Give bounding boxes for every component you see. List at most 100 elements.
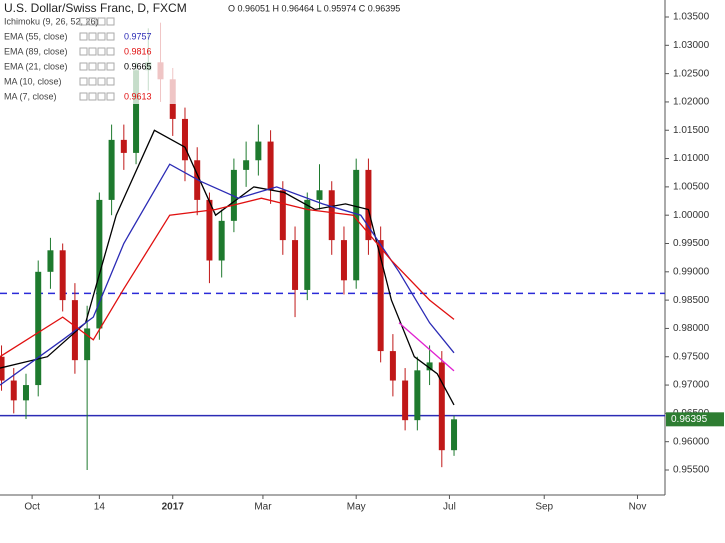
chart-title: U.S. Dollar/Swiss Franc, D, FXCM bbox=[4, 1, 187, 15]
indicator-value: 0.9665 bbox=[124, 61, 152, 71]
candle-body bbox=[0, 356, 5, 381]
y-tick-label: 0.96000 bbox=[673, 436, 710, 447]
indicator-button bbox=[88, 47, 97, 56]
indicator-line bbox=[0, 197, 455, 358]
indicator-button bbox=[106, 77, 115, 86]
indicator-button bbox=[88, 62, 97, 71]
candle-body bbox=[35, 271, 42, 386]
x-tick-label: Jul bbox=[443, 502, 456, 513]
y-tick-label: 1.00500 bbox=[673, 182, 710, 193]
indicator-name: EMA (21, close) bbox=[4, 61, 68, 71]
legend-backdrop bbox=[0, 0, 300, 104]
candle-body bbox=[267, 141, 274, 191]
indicator-line bbox=[0, 163, 455, 386]
indicator-button bbox=[97, 77, 106, 86]
indicator-button bbox=[97, 17, 106, 26]
candle-body bbox=[59, 250, 66, 301]
indicator-button bbox=[79, 62, 88, 71]
y-tick-label: 1.02500 bbox=[673, 68, 710, 79]
indicator-value: 0.9757 bbox=[124, 31, 152, 41]
indicator-value: 0.9816 bbox=[124, 46, 152, 56]
candle-body bbox=[47, 250, 54, 272]
indicator-button bbox=[88, 92, 97, 101]
indicator-button bbox=[79, 32, 88, 41]
indicator-button bbox=[106, 62, 115, 71]
candle-body bbox=[402, 380, 409, 421]
y-tick-label: 0.95500 bbox=[673, 465, 710, 476]
candle-body bbox=[328, 190, 335, 241]
candle-body bbox=[353, 169, 360, 281]
y-tick-label: 0.98000 bbox=[673, 323, 710, 334]
candle-body bbox=[414, 370, 421, 421]
candle-body bbox=[377, 240, 384, 352]
indicator-button bbox=[106, 32, 115, 41]
candle-body bbox=[206, 199, 213, 261]
y-tick-label: 0.99500 bbox=[673, 238, 710, 249]
y-tick-label: 0.97000 bbox=[673, 380, 710, 391]
candle-body bbox=[304, 199, 311, 290]
indicator-button bbox=[88, 32, 97, 41]
candle-body bbox=[365, 169, 372, 241]
indicator-button bbox=[79, 47, 88, 56]
x-tick-label: Nov bbox=[629, 502, 647, 513]
x-tick-label: 14 bbox=[94, 502, 106, 513]
indicator-value: 0.9613 bbox=[124, 91, 152, 101]
x-tick-label: Mar bbox=[254, 502, 272, 513]
candle-body bbox=[120, 139, 127, 153]
last-price-label: 0.96395 bbox=[671, 414, 708, 425]
indicator-button bbox=[106, 17, 115, 26]
y-tick-label: 1.01500 bbox=[673, 125, 710, 136]
y-tick-label: 0.98500 bbox=[673, 295, 710, 306]
indicator-name: EMA (89, close) bbox=[4, 46, 68, 56]
x-tick-label: 2017 bbox=[162, 502, 185, 513]
y-tick-label: 1.03500 bbox=[673, 12, 710, 23]
indicator-button bbox=[97, 92, 106, 101]
candle-body bbox=[292, 240, 299, 290]
candle-body bbox=[279, 190, 286, 241]
candle-body bbox=[84, 328, 91, 361]
indicator-button bbox=[79, 92, 88, 101]
indicator-button bbox=[97, 62, 106, 71]
indicator-line bbox=[398, 322, 455, 372]
x-tick-label: Sep bbox=[535, 502, 553, 513]
candle-body bbox=[438, 362, 445, 451]
indicator-name: MA (10, close) bbox=[4, 76, 62, 86]
candle-body bbox=[96, 199, 103, 329]
indicator-name: MA (7, close) bbox=[4, 91, 57, 101]
candle-body bbox=[133, 70, 140, 153]
x-tick-label: Oct bbox=[24, 502, 40, 513]
overlay: U.S. Dollar/Swiss Franc, D, FXCM O 0.960… bbox=[0, 0, 400, 104]
indicator-button bbox=[106, 92, 115, 101]
candle-body bbox=[389, 351, 396, 381]
y-tick-label: 1.01000 bbox=[673, 153, 710, 164]
candle-body bbox=[22, 385, 29, 401]
indicator-button bbox=[88, 77, 97, 86]
candle-body bbox=[230, 169, 237, 221]
candle-body bbox=[451, 419, 458, 451]
candle-body bbox=[340, 240, 347, 281]
y-tick-label: 1.00000 bbox=[673, 210, 710, 221]
candle-body bbox=[243, 160, 250, 170]
indicator-button bbox=[97, 47, 106, 56]
y-tick-label: 0.99000 bbox=[673, 266, 710, 277]
y-tick-label: 0.97500 bbox=[673, 351, 710, 362]
candle-body bbox=[255, 141, 262, 161]
candle-body bbox=[426, 362, 433, 371]
y-tick-label: 1.02000 bbox=[673, 97, 710, 108]
indicator-name: EMA (55, close) bbox=[4, 31, 68, 41]
last-price-box bbox=[666, 412, 724, 427]
candle-body bbox=[181, 118, 188, 161]
candle-body bbox=[316, 190, 323, 200]
candle-body bbox=[10, 380, 17, 401]
indicator-name: Ichimoku (9, 26, 52, 26) bbox=[4, 16, 99, 26]
indicator-button bbox=[79, 17, 88, 26]
candle-body bbox=[108, 139, 115, 200]
indicator-button bbox=[88, 17, 97, 26]
ohlc-header: O 0.96051 H 0.96464 L 0.95974 C 0.96395 bbox=[228, 3, 400, 13]
indicator-button bbox=[106, 47, 115, 56]
x-tick-label: May bbox=[347, 502, 366, 513]
y-tick-label: 1.03000 bbox=[673, 40, 710, 51]
indicator-button bbox=[79, 77, 88, 86]
indicator-button bbox=[97, 32, 106, 41]
